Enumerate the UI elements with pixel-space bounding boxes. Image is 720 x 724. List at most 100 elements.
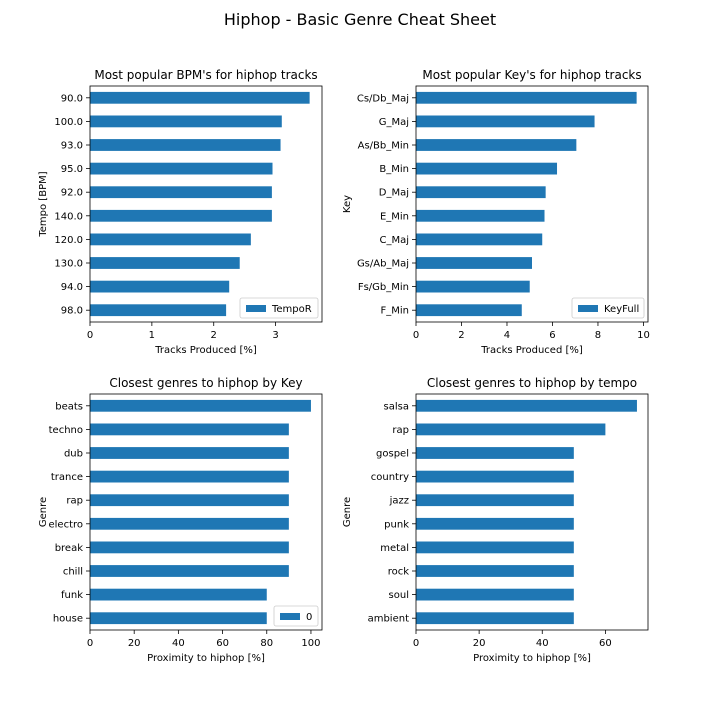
chart-bar	[90, 399, 311, 412]
chart-bar	[90, 541, 289, 554]
y-tick-label: rap	[66, 496, 83, 507]
y-tick-label: jazz	[389, 496, 409, 507]
x-tick-label: 2	[458, 330, 464, 341]
y-tick-label: 98.0	[61, 306, 83, 317]
chart-bar	[90, 517, 289, 530]
legend-box	[571, 297, 645, 319]
legend-label: TempoR	[271, 304, 312, 315]
x-tick-label: 8	[595, 330, 601, 341]
x-tick-label: 100	[301, 638, 320, 649]
x-tick-label: 0	[87, 638, 93, 649]
x-tick-label: 60	[216, 638, 229, 649]
chart-bar	[90, 588, 267, 601]
chart-bar	[90, 209, 272, 222]
chart-bar	[416, 280, 530, 293]
chart-bar	[416, 399, 637, 412]
y-tick-label: funk	[61, 590, 83, 601]
chart-bar	[416, 304, 522, 317]
y-axis-label: Key	[342, 195, 353, 213]
y-tick-label: house	[53, 614, 83, 625]
y-tick-label: As/Bb_Min	[358, 141, 409, 152]
x-tick-label: 1	[149, 330, 155, 341]
chart-bar	[416, 257, 532, 269]
chart-panel: Cs/Db_Maj G_Maj As/Bb_Min B_Min D_Maj E_Min C_…	[342, 68, 650, 356]
chart-bar	[90, 115, 282, 128]
x-axis-label: Proximity to hiphop [%]	[147, 653, 265, 664]
chart-bar	[416, 162, 558, 175]
legend-label: 0	[306, 612, 312, 623]
y-tick-label: ambient	[368, 614, 409, 625]
legend-box	[239, 297, 319, 319]
x-tick-label: 0	[87, 330, 93, 341]
figure-title: Hiphop - Basic Genre Cheat Sheet	[223, 10, 497, 29]
axes-frame	[415, 393, 649, 631]
y-tick-label: metal	[380, 543, 409, 554]
chart-title: Closest genres to hiphop by Key	[109, 376, 302, 390]
chart-bar	[90, 257, 240, 269]
x-tick-label: 6	[549, 330, 555, 341]
legend-swatch	[246, 305, 266, 312]
y-tick-label: country	[371, 472, 409, 483]
chart-bar	[416, 494, 574, 507]
chart-bar	[416, 541, 574, 554]
x-tick-label: 40	[536, 638, 549, 649]
chart-bar	[416, 233, 543, 246]
x-tick-label: 60	[599, 638, 612, 649]
chart-bar	[416, 209, 545, 222]
y-axis-label: Tempo [BPM]	[38, 171, 49, 237]
y-tick-label: 95.0	[61, 164, 83, 175]
y-tick-label: 120.0	[54, 235, 83, 246]
y-tick-label: gospel	[376, 449, 409, 460]
y-tick-label: 93.0	[61, 141, 83, 152]
x-tick-label: 10	[637, 330, 650, 341]
chart-title: Closest genres to hiphop by tempo	[427, 376, 637, 390]
y-axis-label: Genre	[38, 497, 49, 527]
chart-bar	[416, 447, 574, 459]
chart-bar	[416, 115, 595, 128]
chart-bar	[90, 565, 289, 577]
y-tick-label: 90.0	[61, 93, 83, 104]
chart-panel: salsa rap gospel country jazz punk metal rock so…	[342, 376, 649, 664]
x-tick-label: 3	[272, 330, 278, 341]
y-tick-label: 100.0	[54, 117, 83, 128]
x-axis-label: Tracks Produced [%]	[480, 345, 583, 356]
y-tick-label: Cs/Db_Maj	[357, 93, 409, 104]
y-tick-label: 130.0	[54, 259, 83, 270]
x-tick-label: 20	[128, 638, 141, 649]
legend-swatch	[280, 613, 300, 620]
chart-title: Most popular Key's for hiphop tracks	[422, 68, 641, 82]
x-tick-label: 0	[413, 638, 419, 649]
chart-bar	[416, 517, 574, 530]
chart-bar	[416, 565, 574, 577]
chart-panel: 90.0 100.0 93.0 95.0 92.0 140.0 120.0 130.0 94.0…	[38, 68, 323, 356]
chart-bar	[90, 139, 281, 151]
legend-swatch	[578, 305, 598, 312]
chart-bar	[90, 162, 273, 175]
y-tick-label: 140.0	[54, 211, 83, 222]
chart-bar	[90, 280, 230, 293]
y-tick-label: 94.0	[61, 282, 83, 293]
y-tick-label: D_Maj	[379, 188, 409, 199]
y-tick-label: Gs/Ab_Maj	[357, 259, 409, 270]
chart-bar	[90, 186, 272, 199]
y-tick-label: soul	[389, 590, 409, 601]
x-tick-label: 2	[211, 330, 217, 341]
chart-bar	[90, 447, 289, 459]
chart-bar	[90, 470, 289, 483]
axes-frame	[89, 85, 323, 323]
axes-frame	[415, 85, 649, 323]
chart-title: Most popular BPM's for hiphop tracks	[94, 68, 317, 82]
y-tick-label: B_Min	[379, 164, 409, 175]
chart-bar	[90, 494, 289, 507]
y-tick-label: Fs/Gb_Min	[358, 282, 409, 293]
chart-bar	[90, 423, 289, 436]
x-tick-label: 20	[473, 638, 486, 649]
x-tick-label: 80	[260, 638, 273, 649]
chart-bar	[416, 423, 606, 436]
y-tick-label: 92.0	[61, 188, 83, 199]
chart-bar	[416, 91, 637, 104]
chart-bar	[416, 139, 577, 151]
x-axis-label: Tracks Produced [%]	[154, 345, 257, 356]
